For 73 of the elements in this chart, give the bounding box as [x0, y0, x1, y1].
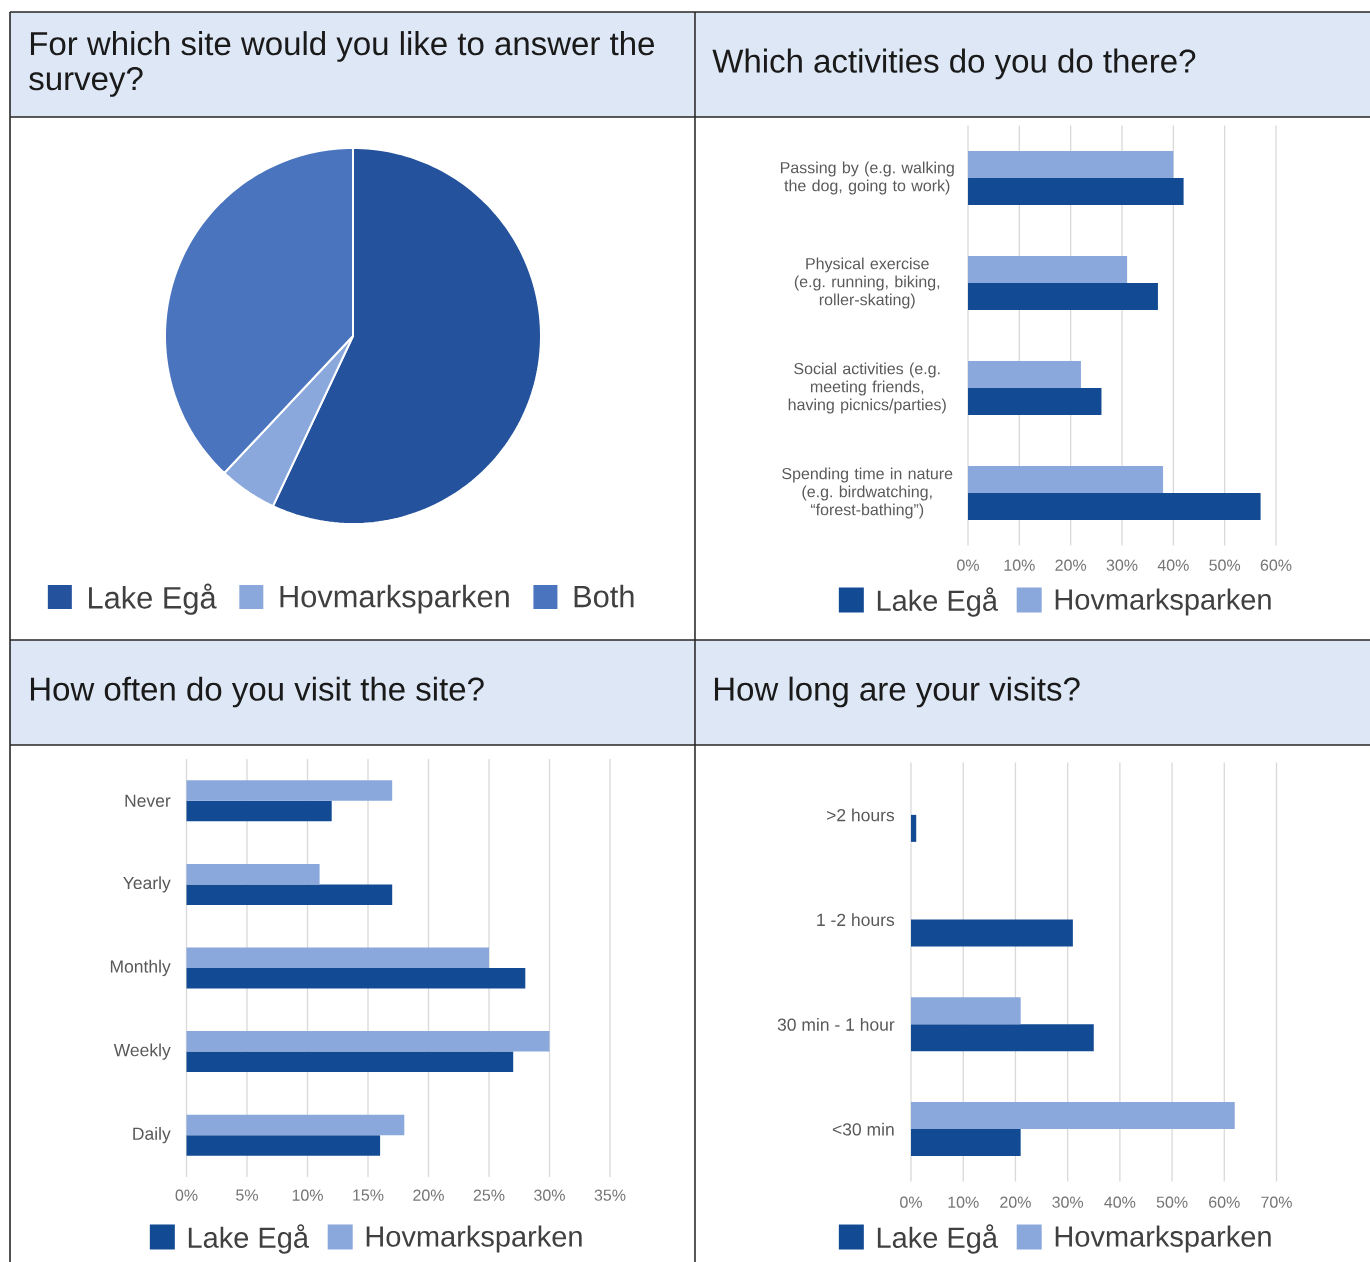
- y-tick-label: Never: [125, 794, 171, 807]
- legend-label: Both: [574, 584, 634, 608]
- legend-label: Hovmarksparken: [366, 1225, 582, 1253]
- bar: [911, 919, 1073, 947]
- x-tick-label: 70%: [1261, 1196, 1292, 1208]
- bar: [968, 282, 1158, 310]
- bar: [186, 947, 489, 968]
- y-tick-label: 30 min - 1 hour: [777, 1017, 895, 1031]
- x-tick-label: 35%: [594, 1189, 626, 1201]
- bar: [186, 1031, 550, 1052]
- y-tick-label: Daily: [133, 1127, 171, 1144]
- chart-title: How long are your visits?: [714, 676, 1080, 708]
- legend-label: Lake Egå: [877, 587, 998, 617]
- y-tick-label: 1 -2 hours: [817, 913, 895, 927]
- bar: [968, 151, 1174, 178]
- x-tick-label: 20%: [1055, 559, 1087, 571]
- x-tick-label: 30%: [1106, 559, 1138, 571]
- x-tick-label: 60%: [1260, 559, 1292, 571]
- legend-label: Lake Egå: [89, 583, 217, 615]
- x-tick-label: 0%: [957, 559, 979, 571]
- x-tick-label: 0%: [175, 1189, 198, 1201]
- x-tick-label: 50%: [1156, 1196, 1188, 1208]
- bar: [186, 780, 393, 801]
- y-tick-label: Passing by (e.g. walking the dog, going to work): [780, 161, 954, 195]
- x-tick-label: 10%: [1004, 559, 1035, 571]
- chart-title: For which site would you like to answer the survey?: [29, 31, 654, 97]
- legend-label: Lake Egå: [877, 1224, 998, 1254]
- bar: [968, 387, 1102, 415]
- bar: [968, 465, 1164, 493]
- x-tick-label: 15%: [353, 1189, 384, 1201]
- chart-title: Which activities do you do there?: [712, 48, 1196, 80]
- x-tick-label: 40%: [1157, 559, 1189, 571]
- bar: [968, 178, 1184, 205]
- x-tick-label: 10%: [292, 1189, 323, 1201]
- x-tick-label: 30%: [1052, 1196, 1084, 1208]
- bar: [186, 1114, 405, 1136]
- x-tick-label: 5%: [236, 1189, 258, 1201]
- bar: [186, 884, 393, 905]
- bar: [911, 1129, 1021, 1157]
- bar: [911, 997, 1021, 1025]
- legend-label: Hovmarksparken: [1055, 1225, 1271, 1253]
- y-tick-label: <30 min: [832, 1122, 894, 1136]
- bar: [186, 863, 320, 885]
- x-tick-label: 30%: [534, 1189, 565, 1201]
- x-tick-label: 20%: [1000, 1196, 1031, 1208]
- chart-title: How often do you visit the site?: [30, 676, 484, 708]
- bar: [911, 1102, 1235, 1130]
- y-tick-label: Physical exercise (e.g. running, biking, roller-skating): [794, 257, 940, 309]
- x-tick-label: 25%: [473, 1189, 505, 1201]
- bar: [911, 814, 917, 842]
- bar: [186, 1051, 514, 1073]
- bar: [911, 1024, 1094, 1052]
- legend-label: Lake Egå: [188, 1224, 309, 1254]
- legend-label: Hovmarksparken: [280, 584, 509, 614]
- y-tick-label: Social activities (e.g. meeting friends, having picnics/parties): [788, 362, 946, 414]
- y-tick-label: Yearly: [123, 876, 171, 893]
- x-tick-label: 50%: [1209, 559, 1241, 571]
- x-tick-label: 0%: [900, 1196, 922, 1208]
- x-tick-label: 20%: [413, 1189, 444, 1201]
- legend-label: Hovmarksparken: [1055, 588, 1271, 616]
- x-tick-label: 60%: [1209, 1196, 1240, 1208]
- bar: [968, 256, 1128, 283]
- y-tick-label: Spending time in nature (e.g. birdwatching, “forest-bathing”): [782, 467, 953, 519]
- x-tick-label: 40%: [1104, 1196, 1136, 1208]
- bar: [968, 492, 1261, 520]
- bar: [186, 1135, 381, 1156]
- y-tick-label: Monthly: [110, 959, 171, 977]
- bar: [968, 360, 1081, 388]
- y-tick-label: Weekly: [113, 1043, 171, 1060]
- bar: [186, 968, 526, 989]
- y-tick-label: >2 hours: [827, 808, 895, 822]
- bar: [186, 800, 332, 822]
- x-tick-label: 10%: [948, 1196, 979, 1208]
